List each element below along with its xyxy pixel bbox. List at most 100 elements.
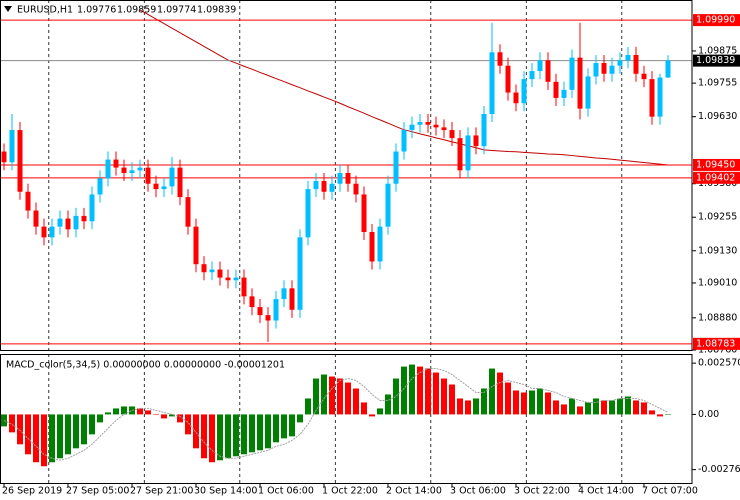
- macd-bar: [529, 390, 535, 415]
- macd-bar: [217, 414, 223, 461]
- ohlc-value: 1.09774: [157, 5, 196, 16]
- macd-bar: [81, 414, 87, 445]
- candle-body: [185, 197, 191, 227]
- candle-body: [633, 54, 639, 74]
- macd-bar: [89, 414, 95, 435]
- candle-body: [201, 264, 207, 273]
- candle-body: [281, 288, 287, 300]
- candle-body: [41, 226, 47, 238]
- price-box: [693, 14, 740, 27]
- macd-bar: [329, 376, 335, 415]
- macd-bar: [289, 414, 295, 437]
- macd-bar: [129, 406, 135, 415]
- candle-body: [305, 189, 311, 238]
- candle-body: [537, 60, 543, 72]
- candle-body: [57, 218, 63, 227]
- macd-bar: [625, 396, 631, 415]
- price-box: [693, 158, 740, 171]
- y-tick-label: -0.0027689: [698, 464, 740, 475]
- macd-bar: [409, 364, 415, 415]
- macd-bar: [337, 378, 343, 415]
- candle-body: [177, 167, 183, 198]
- macd-bar: [137, 408, 143, 415]
- macd-bar: [265, 414, 271, 449]
- candle-body: [89, 194, 95, 222]
- x-tick-label: 2 Oct 14:00: [386, 486, 442, 497]
- candle-body: [145, 167, 151, 184]
- y-tick-label: 1.08760: [698, 345, 737, 356]
- macd-bar: [297, 414, 303, 423]
- price-box-label: 1.09450: [696, 159, 735, 170]
- candle-body: [225, 277, 231, 281]
- macd-bar: [185, 414, 191, 435]
- macd-label: MACD_color(5,34,5) 0.00000000 0.00000000…: [6, 360, 285, 371]
- candle-body: [65, 218, 71, 230]
- candle-body: [81, 215, 87, 222]
- macd-bar: [505, 382, 511, 415]
- candle-body: [361, 194, 367, 232]
- macd-bar: [633, 400, 639, 415]
- candle-body: [217, 269, 223, 278]
- x-tick-label: 1 Oct 22:00: [322, 486, 378, 497]
- x-tick-label: 1 Oct 06:00: [258, 486, 314, 497]
- ohlc-value: 1.09859: [117, 5, 156, 16]
- candle-body: [649, 79, 655, 117]
- y-tick-label: 1.09755: [698, 78, 737, 89]
- candle-body: [97, 178, 103, 195]
- macd-bar: [473, 398, 479, 415]
- macd-bar: [113, 408, 119, 415]
- candle-body: [489, 52, 495, 114]
- candle-body: [417, 122, 423, 125]
- candle-body: [241, 277, 247, 297]
- candle-body: [153, 183, 159, 190]
- candle-body: [393, 151, 399, 184]
- candle-body: [385, 183, 391, 227]
- candle-body: [577, 57, 583, 109]
- macd-bar: [609, 400, 615, 415]
- candle-body: [321, 181, 327, 192]
- candle-body: [17, 130, 23, 192]
- candle-body: [585, 76, 591, 109]
- macd-bar: [41, 414, 47, 467]
- macd-bar: [73, 414, 79, 449]
- macd-bar: [345, 382, 351, 415]
- macd-bar: [577, 406, 583, 415]
- macd-bar: [441, 378, 447, 415]
- candle-body: [657, 77, 663, 117]
- macd-bar: [553, 400, 559, 415]
- macd-bar: [225, 414, 231, 459]
- macd-bar: [49, 414, 55, 463]
- ohlc-value: 1.09839: [197, 5, 236, 16]
- candle-body: [49, 226, 55, 238]
- macd-bar: [257, 414, 263, 451]
- macd-bar: [593, 398, 599, 415]
- macd-bar: [201, 414, 207, 459]
- macd-bar: [321, 374, 327, 415]
- symbol-label: EURUSD,H1: [17, 5, 73, 16]
- macd-bar: [233, 414, 239, 457]
- macd-bar: [401, 366, 407, 415]
- symbol-arrow: [4, 6, 12, 12]
- candle-body: [569, 57, 575, 90]
- candle-body: [553, 81, 559, 98]
- macd-bar: [33, 414, 39, 463]
- price-box-label: 1.09839: [696, 55, 735, 66]
- x-tick-label: 4 Oct 14:00: [578, 486, 634, 497]
- macd-bar: [513, 390, 519, 415]
- candle-body: [449, 130, 455, 139]
- macd-bar: [561, 404, 567, 415]
- x-tick-label: 27 Sep 21:00: [130, 486, 193, 497]
- candle-body: [601, 63, 607, 74]
- candle-body: [73, 215, 79, 230]
- price-box: [693, 54, 740, 67]
- macd-bar: [545, 392, 551, 415]
- macd-bar: [665, 414, 671, 415]
- candle-body: [401, 130, 407, 152]
- macd-bar: [537, 388, 543, 415]
- candle-body: [337, 172, 343, 184]
- macd-bar: [449, 384, 455, 415]
- macd-bar: [617, 398, 623, 415]
- macd-bar: [521, 392, 527, 415]
- x-tick-label: 27 Sep 05:00: [66, 486, 129, 497]
